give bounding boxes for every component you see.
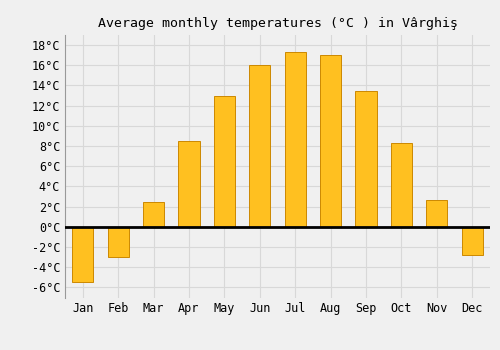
Bar	[214, 96, 235, 227]
Bar	[426, 199, 448, 227]
Bar	[178, 141, 200, 227]
Title: Average monthly temperatures (°C ) in Vârghiş: Average monthly temperatures (°C ) in Vâ…	[98, 17, 458, 30]
Bar	[391, 143, 412, 227]
Bar	[143, 202, 164, 227]
Bar	[249, 65, 270, 227]
Bar	[356, 91, 376, 227]
Bar	[284, 52, 306, 227]
Bar	[108, 227, 129, 257]
Bar	[320, 55, 341, 227]
Bar	[462, 227, 483, 255]
Bar	[72, 227, 94, 282]
